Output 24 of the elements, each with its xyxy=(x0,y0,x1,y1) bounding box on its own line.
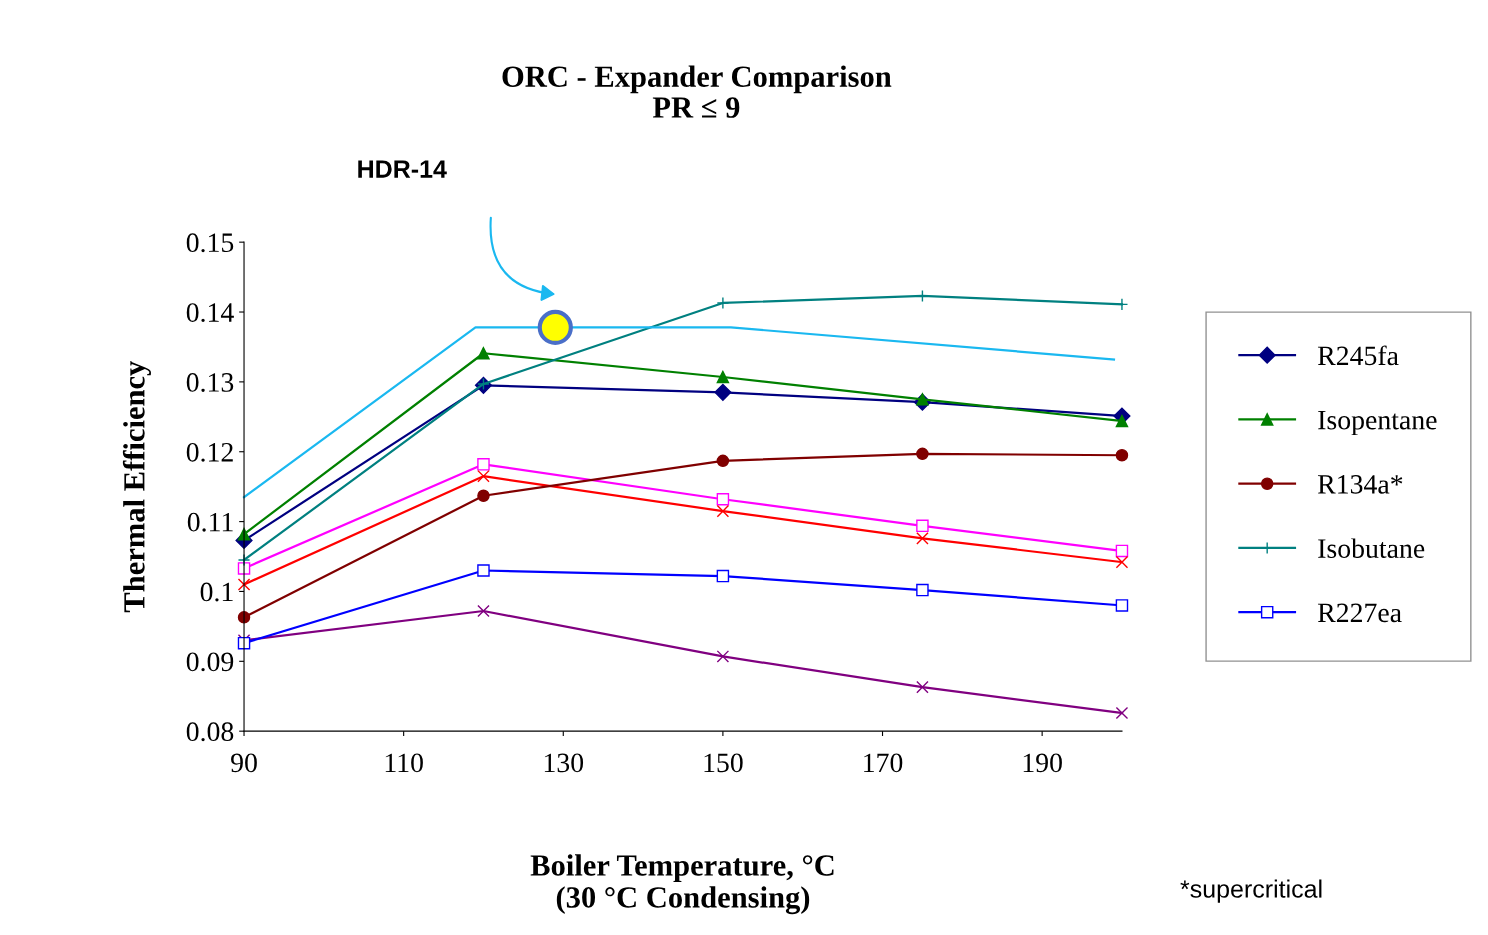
x-tick-label: 110 xyxy=(385,753,423,773)
y-tick-label: 0.08 xyxy=(186,722,234,742)
y-tick-label: 0.13 xyxy=(186,373,234,392)
legend-label: Isobutane xyxy=(1318,538,1425,558)
legend-label: Isopentane xyxy=(1318,410,1437,436)
y-tick-label: 0.09 xyxy=(186,652,234,672)
text: *supercritical xyxy=(1180,879,1322,903)
x-tick-label: 170 xyxy=(864,753,903,773)
x-tick-label: 90 xyxy=(231,753,257,773)
legend-label: R227ea xyxy=(1317,603,1402,623)
y-tick-label: 0.12 xyxy=(186,442,233,462)
legend-label: R134a* xyxy=(1317,475,1403,494)
x-axis-title: Boiler Temperature, °C (30 °C Condensing) xyxy=(530,854,834,915)
y-tick-label: 0.11 xyxy=(187,512,233,532)
y-tick-label: 0.14 xyxy=(186,303,234,323)
y-tick-label: 0.1 xyxy=(200,582,233,602)
legend-label: R245fa xyxy=(1317,345,1399,366)
text: HDR-14 xyxy=(358,160,447,178)
y-axis-title: Thermal Efficiency xyxy=(122,360,151,613)
x-tick-label: 190 xyxy=(1023,753,1062,773)
chart-title: ORC - Expander Comparison PR ≤ 9 xyxy=(502,65,892,118)
y-tick-label: 0.15 xyxy=(186,233,234,253)
x-tick-label: 150 xyxy=(704,753,743,773)
x-tick-label: 130 xyxy=(544,753,584,773)
